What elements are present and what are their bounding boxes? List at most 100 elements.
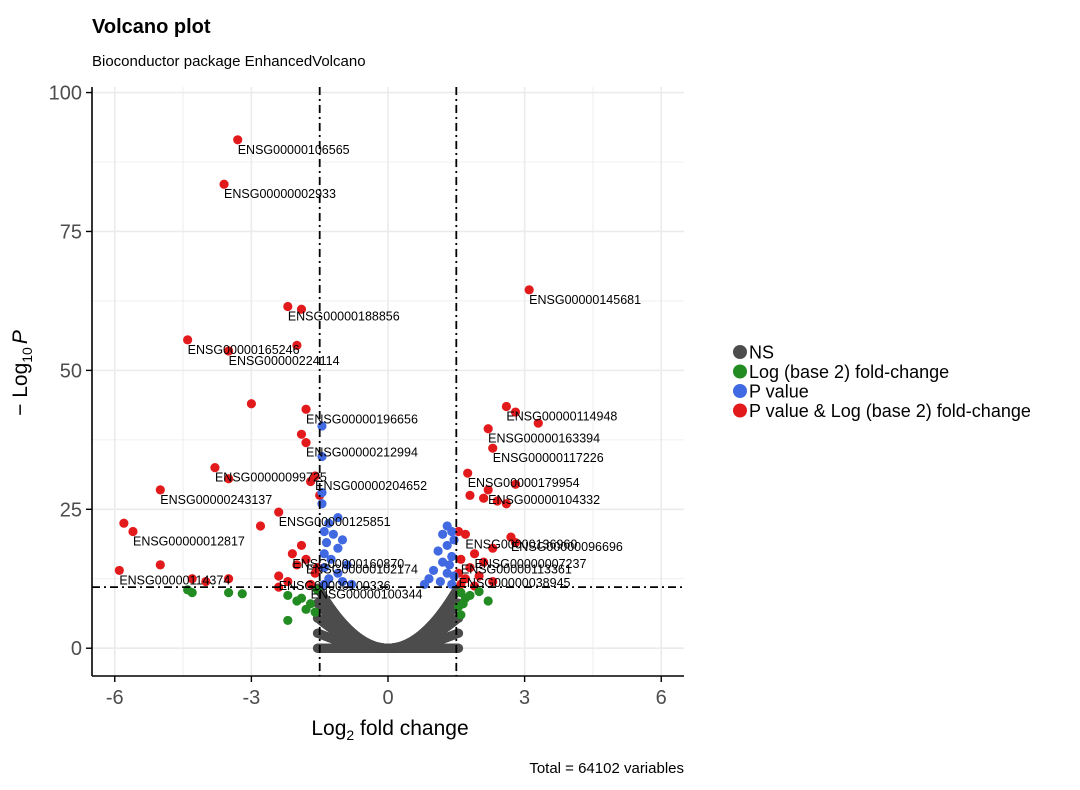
point-fc-p (292, 340, 302, 350)
point-p (442, 540, 452, 551)
point-p (326, 554, 336, 564)
point-fc-p (463, 468, 473, 478)
point-fc (296, 593, 307, 603)
point-fc-p (224, 574, 234, 584)
point-fc (283, 590, 293, 601)
point-fc-p (119, 518, 129, 528)
point-fc-p (456, 554, 466, 564)
point-p (435, 576, 445, 587)
legend-label: Log (base 2) fold-change (749, 362, 949, 382)
point-fc (224, 588, 234, 598)
point-p (319, 549, 329, 559)
point-fc-p (479, 557, 489, 567)
point-p (447, 551, 457, 562)
point-fc-p (479, 493, 489, 503)
legend-label: P value & Log (base 2) fold-change (749, 401, 1031, 421)
y-axis-title: − Log10 P (9, 330, 35, 416)
point-p (438, 529, 448, 539)
y-tick-label: 25 (60, 499, 82, 521)
point-label: ENSG00000104332 (488, 493, 600, 507)
point-fc-p (501, 499, 511, 509)
point-fc (458, 599, 468, 609)
point-fc-p (312, 563, 323, 573)
point-fc-p (210, 463, 220, 473)
point-fc-p (155, 485, 165, 495)
point-fc-p (224, 346, 234, 356)
point-fc (310, 607, 320, 617)
point-p (333, 568, 343, 578)
point-label: ENSG00000117226 (493, 451, 604, 465)
point-label: ENSG00000125851 (279, 515, 391, 529)
point-label: ENSG00000113361 (461, 562, 572, 576)
x-tick-label: 0 (382, 687, 393, 709)
y-tick-label: 50 (60, 360, 82, 382)
point-label: ENSG00000136960 (465, 537, 577, 551)
point-fc-p (246, 399, 256, 409)
point-label: ENSG00000106565 (238, 143, 350, 157)
axes: -6 -3 0 3 6 0 25 50 75 100 (49, 83, 684, 709)
point-label: ENSG00000196656 (306, 412, 418, 426)
point-fc-p (483, 424, 493, 434)
x-axis-title: Log2 fold change (311, 717, 468, 743)
cutoff-lines (92, 87, 684, 676)
legend-key (733, 384, 747, 398)
point-label: ENSG00000145681 (529, 293, 641, 307)
x-tick-label: -3 (242, 687, 260, 709)
point-p (447, 526, 457, 537)
point-fc-p (524, 285, 534, 295)
point-label: ENSG00000099725 (215, 471, 327, 485)
point-label: ENSG00000102174 (306, 562, 418, 576)
point-fc-p (201, 576, 211, 587)
point-fc-p (460, 529, 471, 539)
point-p (428, 565, 439, 576)
point-fc-p (283, 576, 293, 587)
point-fc (305, 599, 316, 609)
point-p (342, 560, 352, 570)
point-p (319, 526, 329, 537)
y-axis-title-sub: 10 (19, 347, 35, 363)
point-fc-p (301, 438, 311, 448)
point-label: ENSG00000007237 (475, 557, 587, 571)
legend-label: P value (749, 382, 809, 402)
point-fc-p (128, 526, 138, 537)
point-p (324, 518, 334, 528)
point-fc-p (510, 407, 521, 417)
x-tick-label: -6 (106, 687, 124, 709)
point-label: ENSG00000096696 (511, 540, 623, 554)
ns-point (453, 643, 464, 653)
legend-label: NS (749, 343, 774, 363)
point-fc-p (283, 301, 293, 312)
point-fc-p (296, 429, 307, 439)
point-fc-p (510, 479, 521, 489)
point-fc-p (301, 554, 311, 564)
point-fc-p (274, 571, 284, 581)
y-tick-label: 100 (49, 83, 82, 105)
point-fc-p (224, 474, 234, 484)
point-p (317, 499, 327, 509)
point-fc-p (474, 571, 484, 581)
data-points (114, 135, 543, 626)
point-fc-p (501, 401, 511, 412)
point-fc-p (510, 538, 521, 548)
point-fc-p (296, 304, 307, 314)
point-fc (237, 589, 247, 599)
point-label: ENSG00000012817 (133, 535, 245, 549)
point-label: ENSG00000243137 (160, 493, 272, 507)
point-fc-p (533, 418, 543, 428)
point-fc-p (483, 485, 493, 495)
chart-title: Volcano plot (92, 16, 211, 38)
point-fc-p (183, 335, 193, 345)
x-tick-label: 3 (519, 687, 530, 709)
point-p (321, 538, 332, 548)
point-fc-p (488, 576, 498, 587)
point-fc-p (465, 563, 475, 573)
legend-key (733, 345, 747, 359)
point-p (337, 576, 348, 587)
caption: Total = 64102 variables (529, 760, 684, 777)
point-p (333, 543, 343, 553)
point-label: ENSG00000179954 (468, 476, 580, 490)
point-label: ENSG00000114374 (119, 573, 230, 587)
point-label: ENSG00000212994 (306, 446, 418, 460)
